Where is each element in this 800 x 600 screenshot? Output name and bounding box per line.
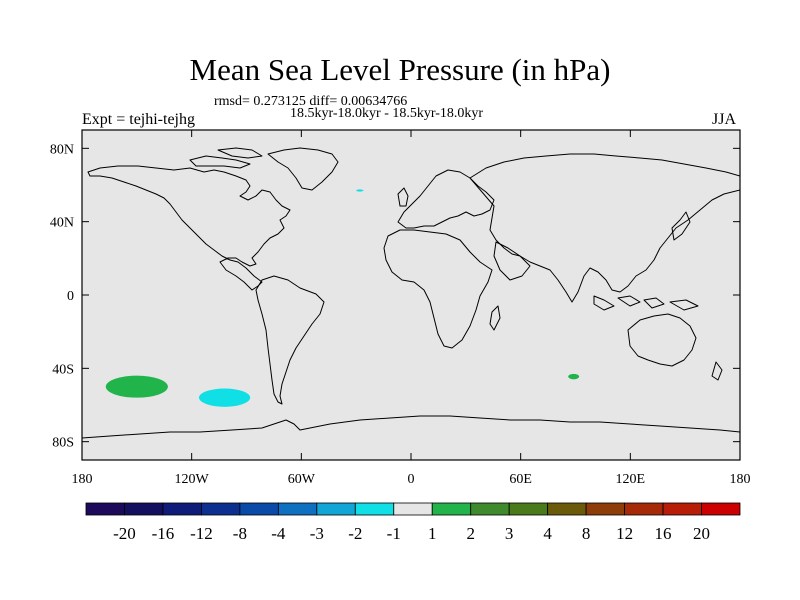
colorbar-box <box>508 502 549 516</box>
lon-tick-label: 180 <box>72 472 93 487</box>
coast-new-zealand <box>711 361 723 381</box>
colorbar: -20 -16 -12 -8 -4 -3 -2 -1 1 2 3 4 8 12 16 20 <box>85 502 741 543</box>
colorbar-box <box>85 502 125 516</box>
colorbar-box <box>662 502 702 516</box>
colorbar-label: -16 <box>152 524 175 543</box>
colorbar-label: 1 <box>428 524 437 543</box>
anomaly-region-south-pacific-positive <box>105 375 168 398</box>
colorbar-label: 8 <box>582 524 591 543</box>
lon-tick-label: 180 <box>730 472 751 487</box>
map-axes: 80N 40N 0 40S 80S 180 120W 60W 0 60E 120E 180 <box>50 130 751 487</box>
lat-tick-label: 0 <box>67 289 74 304</box>
lon-tick-label: 60W <box>288 472 316 487</box>
colorbar-box <box>393 502 433 516</box>
coast-arabia <box>493 241 531 281</box>
colorbar-box <box>585 502 625 516</box>
coast-greenland <box>267 147 339 191</box>
lon-tick-label: 0 <box>408 472 415 487</box>
lon-tick-label: 120W <box>175 472 210 487</box>
coast-australia <box>627 313 697 367</box>
coast-indonesia <box>593 295 699 311</box>
colorbar-label: 4 <box>543 524 552 543</box>
coast-antarctica <box>82 415 740 439</box>
colorbar-label: 20 <box>693 524 710 543</box>
lat-tick-label: 40N <box>50 216 74 231</box>
coast-uk <box>397 187 409 207</box>
colorbar-box <box>316 502 356 516</box>
colorbar-box <box>701 502 741 516</box>
coast-south-america <box>255 275 325 405</box>
colorbar-label: 12 <box>616 524 633 543</box>
colorbar-box <box>354 502 395 516</box>
colorbar-box <box>431 502 472 516</box>
colorbar-box <box>277 502 318 516</box>
colorbar-label: 16 <box>655 524 672 543</box>
colorbar-label: -20 <box>113 524 136 543</box>
lat-tick-label: 80S <box>52 436 74 451</box>
colorbar-box <box>201 502 241 516</box>
coast-north-america <box>87 165 291 291</box>
coast-japan <box>671 211 691 241</box>
colorbar-box <box>547 502 587 516</box>
season-label: JJA <box>712 111 737 128</box>
period-subtitle: 18.5kyr-18.0kyr - 18.5kyr-18.0kyr <box>290 106 484 121</box>
anomaly-region-north-atlantic-negative <box>356 189 364 192</box>
colorbar-label: -4 <box>271 524 286 543</box>
coast-madagascar <box>489 305 501 331</box>
coastlines <box>82 147 740 439</box>
experiment-label: Expt = tejhi-tejhg <box>82 111 195 128</box>
colorbar-box <box>239 502 279 516</box>
colorbar-label: 3 <box>505 524 514 543</box>
lon-tick-label: 120E <box>616 472 646 487</box>
colorbar-label: -8 <box>233 524 247 543</box>
colorbar-box <box>162 502 202 516</box>
colorbar-label: 2 <box>466 524 475 543</box>
stats-subtitle: rmsd= 0.273125 diff= 0.00634766 <box>214 94 408 109</box>
colorbar-box <box>624 502 664 516</box>
anomaly-layer <box>105 189 580 407</box>
coast-arctic-islands <box>189 147 263 169</box>
colorbar-label: -1 <box>387 524 401 543</box>
colorbar-box <box>124 502 164 516</box>
colorbar-label: -3 <box>310 524 324 543</box>
colorbar-box <box>470 502 510 516</box>
coast-africa <box>383 229 493 349</box>
colorbar-label: -2 <box>348 524 362 543</box>
colorbar-label: -12 <box>190 524 213 543</box>
lat-tick-label: 40S <box>52 362 74 377</box>
lat-tick-label: 80N <box>50 142 74 157</box>
lon-tick-label: 60E <box>509 472 532 487</box>
coast-europe <box>397 169 495 229</box>
coast-asia <box>469 153 740 303</box>
page-title: Mean Sea Level Pressure (in hPa) <box>189 52 611 87</box>
map-background <box>82 130 740 460</box>
anomaly-region-southeast-pacific-negative <box>198 388 251 407</box>
anomaly-region-south-indian-positive <box>568 373 580 380</box>
